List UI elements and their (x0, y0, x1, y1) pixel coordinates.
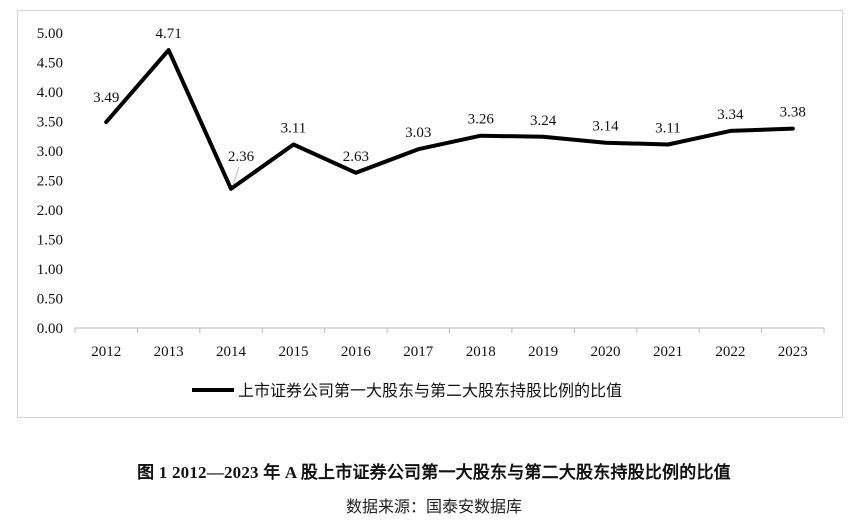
data-label: 3.34 (717, 107, 744, 123)
data-label: 3.14 (592, 119, 619, 135)
data-label: 3.38 (780, 105, 806, 121)
data-source-note: 数据来源：国泰安数据库 (345, 499, 522, 516)
y-tick-label: 0.00 (37, 321, 63, 337)
x-tick-label: 2021 (653, 344, 683, 360)
y-tick-label: 3.50 (37, 115, 63, 131)
y-tick-label: 0.50 (37, 292, 63, 308)
x-tick-label: 2015 (278, 344, 308, 360)
data-label-leader (232, 166, 240, 185)
data-label: 3.24 (530, 113, 557, 129)
x-tick-label: 2018 (466, 344, 496, 360)
x-tick-label: 2012 (91, 344, 121, 360)
data-label: 2.63 (343, 149, 369, 165)
y-tick-label: 3.00 (37, 144, 63, 160)
x-tick-label: 2017 (403, 344, 434, 360)
data-label: 3.49 (93, 90, 119, 106)
legend: 上市证券公司第一大股东与第二大股东持股比例的比值 (192, 382, 622, 400)
line-chart: 0.00 0.50 1.00 1.50 2.00 2.50 3.00 3.50 4.00 4.50… (37, 26, 825, 400)
x-tick-labels: 2012 2013 2014 2015 2016 2017 2018 2019 2020 2021… (91, 344, 808, 360)
data-label: 3.03 (405, 125, 431, 141)
y-tick-label: 5.00 (37, 26, 63, 42)
chart-axes (74, 327, 825, 333)
data-label: 3.11 (281, 121, 307, 137)
x-tick-label: 2019 (528, 344, 558, 360)
data-label: 4.71 (156, 26, 182, 42)
x-tick-label: 2022 (715, 344, 745, 360)
y-tick-label: 1.50 (37, 233, 63, 249)
y-tick-label: 2.50 (37, 174, 63, 190)
y-tick-label: 4.00 (37, 85, 63, 101)
series-line (104, 48, 795, 191)
data-labels: 3.49 4.71 2.36 3.11 2.63 3.03 3.26 3.24 3.14 3.11… (93, 26, 806, 185)
y-tick-label: 4.50 (37, 56, 63, 72)
figure-caption: 图 1 2012—2023 年 A 股上市证券公司第一大股东与第二大股东持股比例… (137, 463, 731, 482)
x-tick-label: 2016 (341, 344, 372, 360)
legend-label: 上市证券公司第一大股东与第二大股东持股比例的比值 (238, 382, 622, 400)
y-tick-labels: 0.00 0.50 1.00 1.50 2.00 2.50 3.00 3.50 4.00 4.50… (37, 26, 63, 337)
series-group (104, 48, 795, 191)
data-label: 2.36 (228, 149, 255, 165)
data-label: 3.11 (655, 121, 681, 137)
x-tick-label: 2013 (154, 344, 184, 360)
y-tick-label: 1.00 (37, 262, 63, 278)
x-tick-label: 2023 (778, 344, 808, 360)
x-tick-label: 2020 (591, 344, 621, 360)
data-label: 3.26 (468, 112, 495, 128)
y-tick-label: 2.00 (37, 203, 63, 219)
chart-frame (17, 10, 843, 418)
x-tick-label: 2014 (216, 344, 247, 360)
